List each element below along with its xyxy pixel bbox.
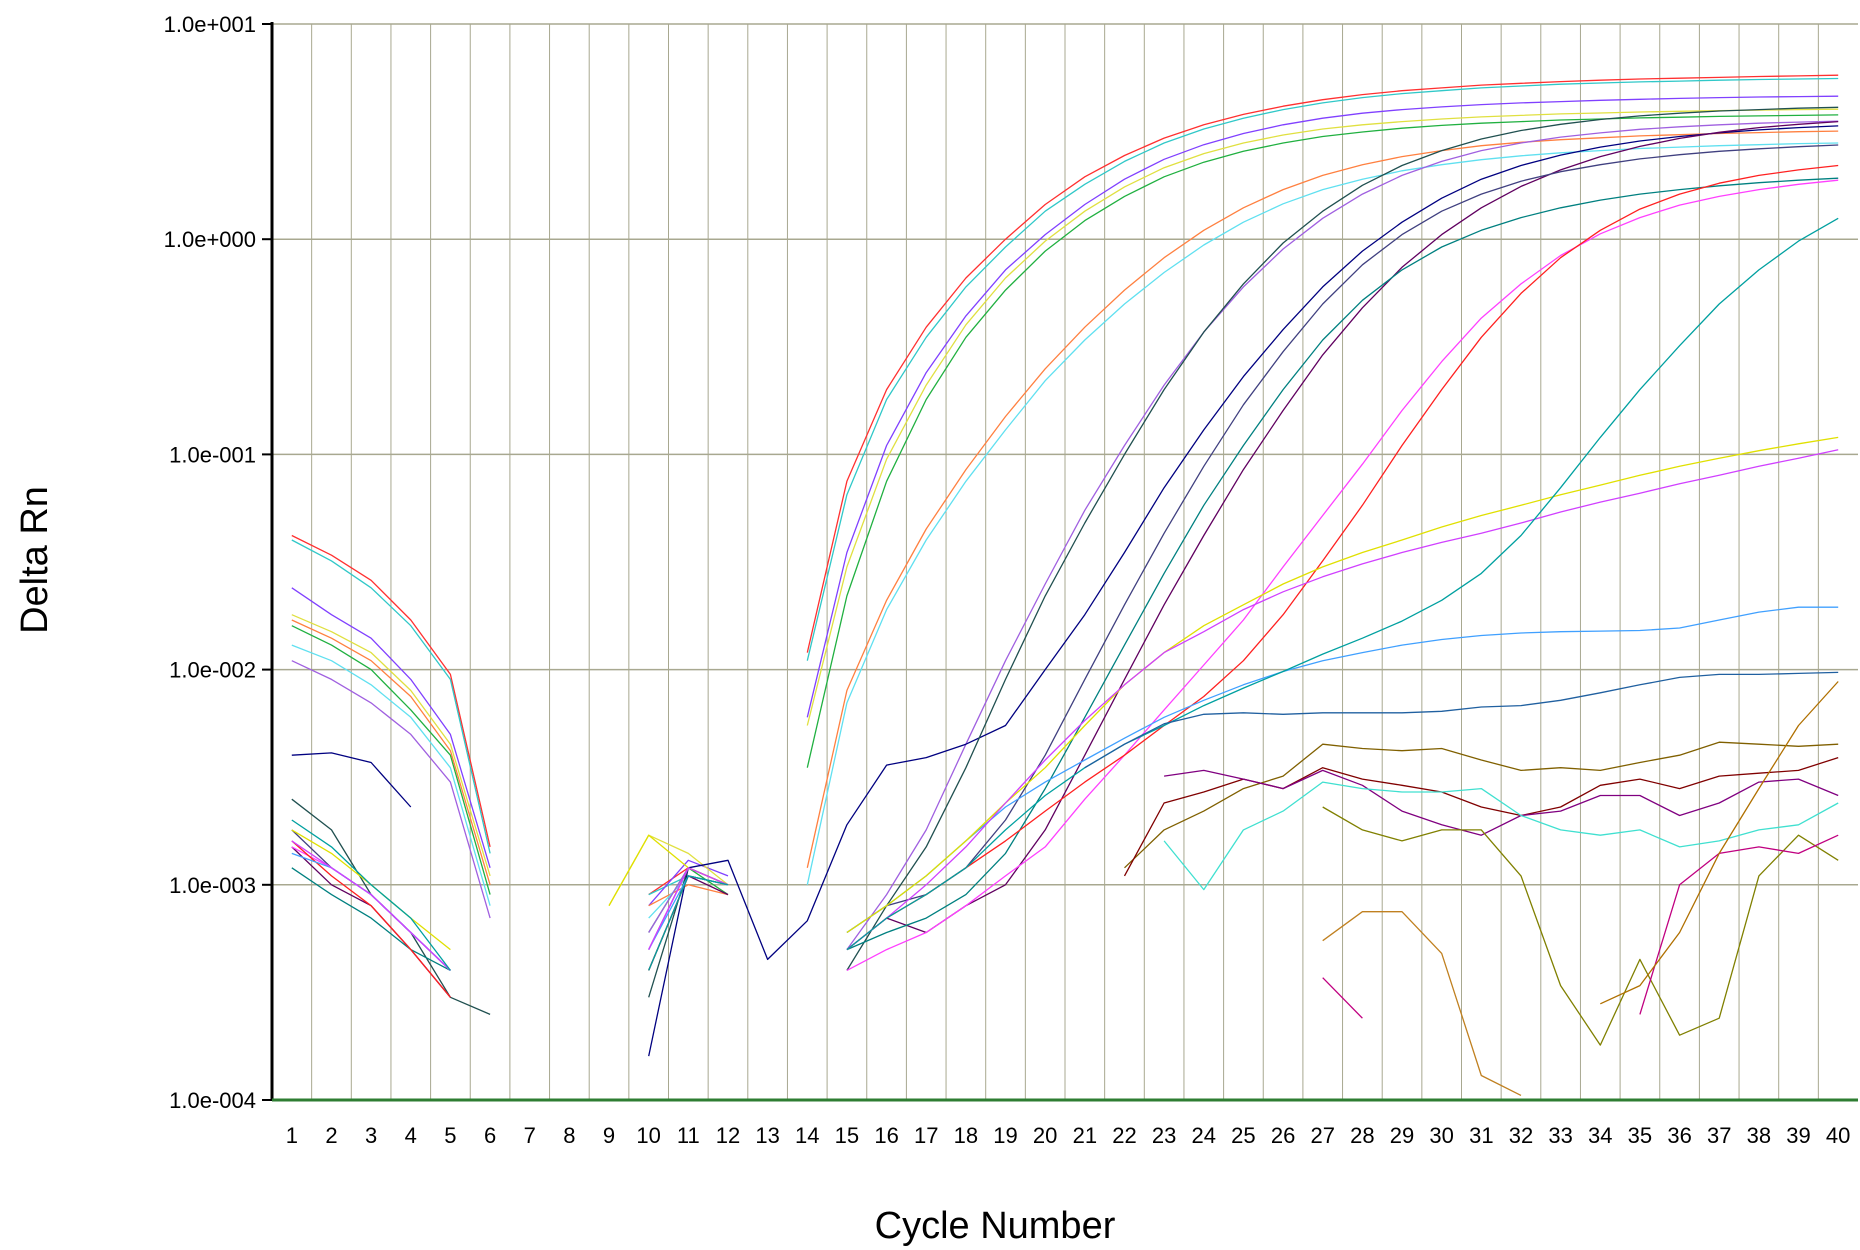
x-tick-label: 37 [1707, 1123, 1731, 1148]
x-tick-label: 22 [1112, 1123, 1136, 1148]
x-tick-label: 11 [677, 1123, 700, 1148]
x-tick-label: 15 [835, 1123, 859, 1148]
x-tick-label: 23 [1152, 1123, 1176, 1148]
series-line-9 [291, 125, 1839, 1057]
x-tick-label: 10 [636, 1123, 660, 1148]
series-line-25 [1322, 806, 1839, 1046]
series-line-23 [1164, 769, 1839, 836]
y-tick-labels: 1.0e-004 1.0e-003 1.0e-002 1.0e-001 1.0e+000… [164, 12, 256, 1113]
x-tick-label: 28 [1350, 1123, 1374, 1148]
x-tick-label: 13 [755, 1123, 779, 1148]
y-tick-label: 1.0e-003 [169, 873, 256, 898]
x-tick-labels: 1 2 3 4 5 6 7 8 9 10 11 12 13 14 15 16 17 18 19 20 21 22 23 24 2… [286, 1123, 1851, 1148]
series-line-3 [291, 95, 1839, 907]
x-tick-label: 25 [1231, 1123, 1255, 1148]
x-tick-label: 40 [1826, 1123, 1850, 1148]
series-line-27 [1600, 681, 1839, 1005]
grid-lines [272, 23, 1858, 1101]
x-tick-label: 35 [1628, 1123, 1652, 1148]
x-tick-label: 1 [286, 1123, 298, 1148]
x-tick-label: 5 [444, 1123, 456, 1148]
x-axis-title: Cycle Number [875, 1205, 1116, 1247]
y-axis-title: Delta Rn [14, 486, 56, 634]
series-line-28 [1084, 671, 1839, 769]
y-tick-label: 1.0e-004 [169, 1088, 256, 1113]
x-tick-label: 2 [325, 1123, 337, 1148]
x-tick-label: 26 [1271, 1123, 1295, 1148]
x-tick-label: 27 [1310, 1123, 1334, 1148]
x-tick-label: 38 [1747, 1123, 1771, 1148]
x-tick-label: 9 [603, 1123, 615, 1148]
x-tick-label: 8 [563, 1123, 575, 1148]
y-tick-label: 1.0e-002 [169, 658, 256, 683]
series-line-18 [291, 449, 1839, 971]
x-tick-label: 6 [484, 1123, 496, 1148]
x-tick-label: 30 [1429, 1123, 1453, 1148]
series-line-6 [291, 130, 1839, 907]
x-tick-label: 34 [1588, 1123, 1612, 1148]
x-tick-label: 36 [1667, 1123, 1691, 1148]
series-line-26 [1322, 834, 1839, 1019]
x-tick-label: 19 [993, 1123, 1017, 1148]
series-line-21 [1124, 741, 1839, 869]
x-tick-label: 29 [1390, 1123, 1414, 1148]
x-tick-label: 39 [1786, 1123, 1810, 1148]
x-tick-label: 17 [914, 1123, 938, 1148]
x-tick-label: 18 [954, 1123, 978, 1148]
x-tick-label: 4 [405, 1123, 417, 1148]
x-tick-label: 21 [1073, 1123, 1097, 1148]
series-lines [291, 74, 1839, 1096]
series-line-19 [291, 217, 1839, 971]
x-tick-label: 31 [1469, 1123, 1493, 1148]
y-tick-label: 1.0e+001 [164, 12, 256, 37]
x-tick-label: 12 [716, 1123, 740, 1148]
x-tick-label: 20 [1033, 1123, 1057, 1148]
x-tick-label: 24 [1192, 1123, 1216, 1148]
x-tick-label: 32 [1509, 1123, 1533, 1148]
axes [262, 22, 1858, 1102]
x-tick-label: 14 [795, 1123, 819, 1148]
y-tick-label: 1.0e-001 [169, 442, 256, 467]
x-tick-label: 7 [524, 1123, 536, 1148]
series-line-20 [1322, 911, 1522, 1096]
x-tick-label: 3 [365, 1123, 377, 1148]
x-tick-label: 16 [874, 1123, 898, 1148]
series-line-24 [1163, 781, 1839, 891]
y-tick-label: 1.0e+000 [164, 227, 256, 252]
x-tick-label: 33 [1548, 1123, 1572, 1148]
